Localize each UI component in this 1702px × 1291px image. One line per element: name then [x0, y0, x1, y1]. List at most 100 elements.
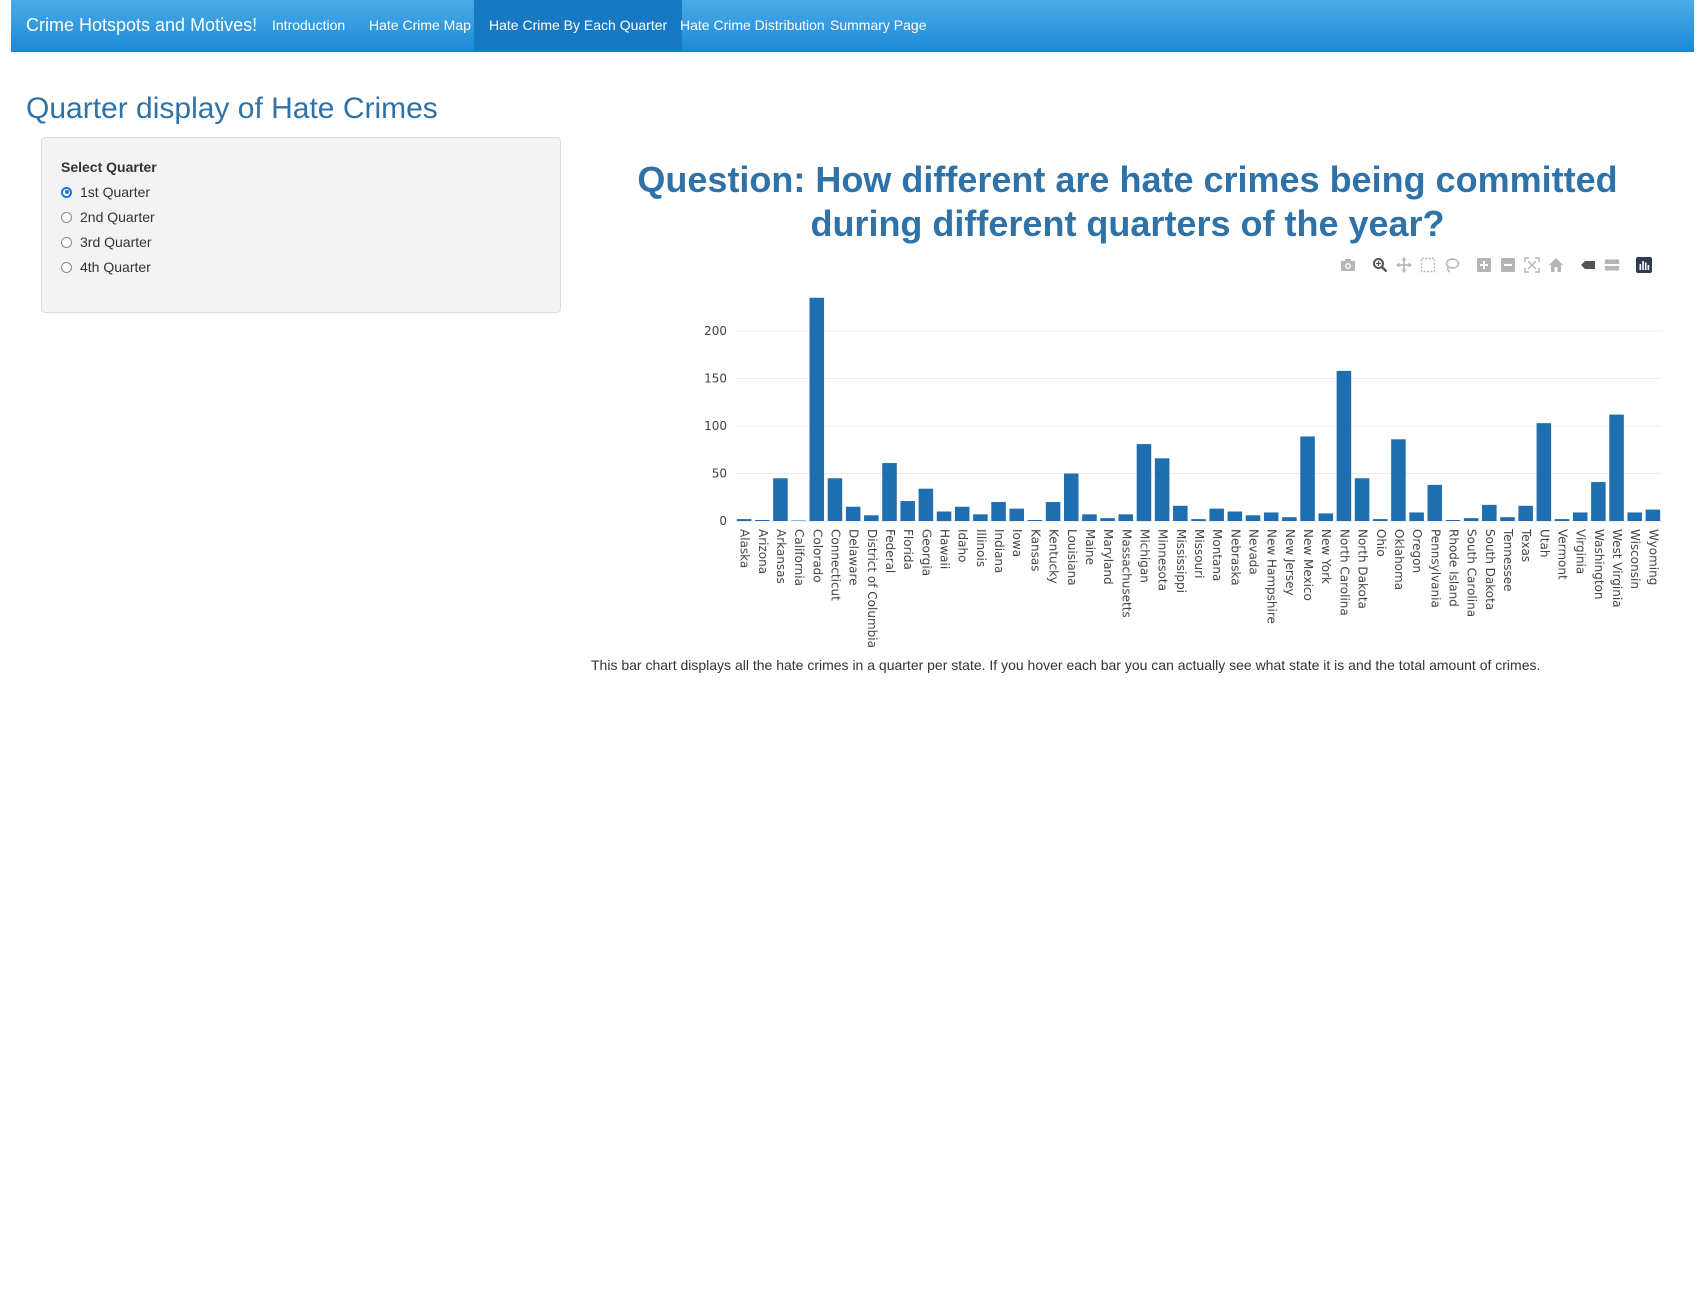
bar[interactable] — [809, 297, 825, 521]
nav-tab-introduction[interactable]: Introduction — [272, 17, 346, 33]
radio-3rd-quarter[interactable]: 3rd Quarter — [61, 232, 152, 252]
bar[interactable] — [1336, 370, 1352, 521]
bar[interactable] — [1572, 512, 1588, 521]
bar[interactable] — [1118, 514, 1134, 521]
x-tick-label: Nebraska — [1228, 529, 1242, 586]
bar[interactable] — [1609, 414, 1624, 521]
radio-button[interactable] — [61, 261, 72, 273]
bar[interactable] — [1409, 512, 1424, 521]
autoscale-icon[interactable] — [1524, 257, 1540, 273]
hover-closest-icon[interactable] — [1580, 257, 1596, 273]
bar[interactable] — [1063, 473, 1079, 522]
navbar-brand[interactable]: Crime Hotspots and Motives! — [26, 15, 258, 35]
reset-axes-icon[interactable] — [1548, 257, 1564, 273]
bar[interactable] — [791, 520, 806, 522]
bar[interactable] — [1318, 513, 1334, 521]
bar[interactable] — [882, 463, 897, 521]
bar[interactable] — [1518, 505, 1533, 521]
x-tick-label: Colorado — [810, 529, 824, 583]
x-tick-label: Massachusetts — [1119, 529, 1133, 618]
x-tick-label: North Dakota — [1356, 529, 1370, 609]
bar[interactable] — [1463, 518, 1479, 521]
bar[interactable] — [1591, 482, 1606, 521]
x-tick-label: Maine — [1083, 529, 1097, 565]
bar[interactable] — [991, 502, 1006, 521]
x-tick-label: Vermont — [1556, 529, 1570, 580]
bar[interactable] — [1445, 520, 1461, 521]
bar[interactable] — [1245, 515, 1261, 521]
radio-1st-quarter[interactable]: 1st Quarter — [61, 182, 150, 202]
nav-tab-summary-page[interactable]: Summary Page — [830, 17, 927, 33]
nav-tab-hate-crime-by-quarter[interactable]: Hate Crime By Each Quarter — [474, 0, 683, 51]
camera-icon[interactable] — [1340, 257, 1356, 273]
x-tick-label: Indiana — [992, 529, 1006, 573]
bar[interactable] — [1191, 519, 1206, 521]
bar[interactable] — [1372, 519, 1388, 521]
bar[interactable] — [1209, 508, 1224, 521]
bar[interactable] — [1391, 439, 1406, 521]
x-tick-label: Nevada — [1247, 529, 1261, 575]
bar[interactable] — [1536, 423, 1552, 521]
page-title: Quarter display of Hate Crimes — [26, 92, 438, 125]
bar[interactable] — [954, 506, 970, 521]
bar[interactable] — [845, 506, 861, 521]
x-tick-label: Georgia — [919, 529, 933, 576]
radio-4th-quarter[interactable]: 4th Quarter — [61, 257, 151, 277]
y-tick-label: 0 — [719, 514, 727, 528]
bar[interactable] — [1082, 514, 1097, 521]
zoom-icon[interactable] — [1372, 257, 1388, 273]
bar[interactable] — [936, 511, 952, 522]
x-tick-label: Washington — [1592, 529, 1606, 600]
x-tick-label: Connecticut — [828, 529, 842, 601]
bar[interactable] — [1100, 518, 1115, 521]
x-tick-label: Rhode Island — [1446, 529, 1460, 607]
bar[interactable] — [1009, 508, 1025, 521]
x-tick-label: Arizona — [756, 529, 770, 574]
radio-button[interactable] — [61, 236, 72, 248]
hate-crimes-bar-chart[interactable]: 0 50 100 150 200 Alaska Arizona Arkansas Califor… — [690, 280, 1670, 655]
bar[interactable] — [736, 519, 752, 521]
nav-tab-hate-crime-map[interactable]: Hate Crime Map — [369, 17, 471, 33]
x-tick-label: South Carolina — [1465, 529, 1479, 617]
zoom-in-icon[interactable] — [1476, 257, 1492, 273]
lasso-select-icon[interactable] — [1444, 257, 1460, 273]
bar[interactable] — [827, 478, 843, 521]
bar[interactable] — [918, 488, 934, 521]
bar[interactable] — [1227, 511, 1243, 522]
radio-2nd-quarter[interactable]: 2nd Quarter — [61, 207, 155, 227]
bar[interactable] — [1300, 436, 1315, 521]
bar[interactable] — [1045, 502, 1061, 521]
hover-compare-icon[interactable] — [1604, 257, 1620, 273]
bar[interactable] — [1500, 517, 1515, 521]
bar[interactable] — [1282, 517, 1297, 521]
radio-label: 1st Quarter — [80, 184, 151, 200]
bar[interactable] — [1645, 509, 1661, 521]
bar[interactable] — [1354, 478, 1370, 521]
bar[interactable] — [1482, 504, 1497, 521]
x-tick-label: Kentucky — [1047, 529, 1061, 584]
bar[interactable] — [1027, 520, 1043, 521]
bar[interactable] — [1136, 444, 1152, 521]
bar[interactable] — [754, 520, 770, 521]
x-tick-label: Wyoming — [1646, 529, 1660, 585]
pan-icon[interactable] — [1396, 257, 1412, 273]
bar[interactable] — [864, 515, 879, 521]
bar[interactable] — [900, 501, 915, 521]
bar[interactable] — [1263, 512, 1279, 521]
nav-tab-hate-crime-distribution[interactable]: Hate Crime Distribution — [680, 17, 825, 33]
bar[interactable] — [1173, 505, 1188, 521]
zoom-out-icon[interactable] — [1500, 257, 1516, 273]
x-tick-label: Maryland — [1101, 529, 1115, 585]
radio-button[interactable] — [61, 211, 72, 223]
box-select-icon[interactable] — [1420, 257, 1436, 273]
question-heading: Question: How different are hate crimes … — [637, 159, 1618, 244]
bar[interactable] — [773, 478, 788, 521]
radio-button-checked[interactable] — [61, 186, 72, 198]
bar[interactable] — [1427, 484, 1443, 521]
bar[interactable] — [1627, 512, 1643, 521]
bar[interactable] — [1154, 458, 1170, 521]
bar[interactable] — [1554, 519, 1570, 521]
plotly-logo-icon[interactable] — [1636, 257, 1652, 273]
select-quarter-label: Select Quarter — [61, 159, 157, 175]
bar[interactable] — [973, 514, 988, 521]
